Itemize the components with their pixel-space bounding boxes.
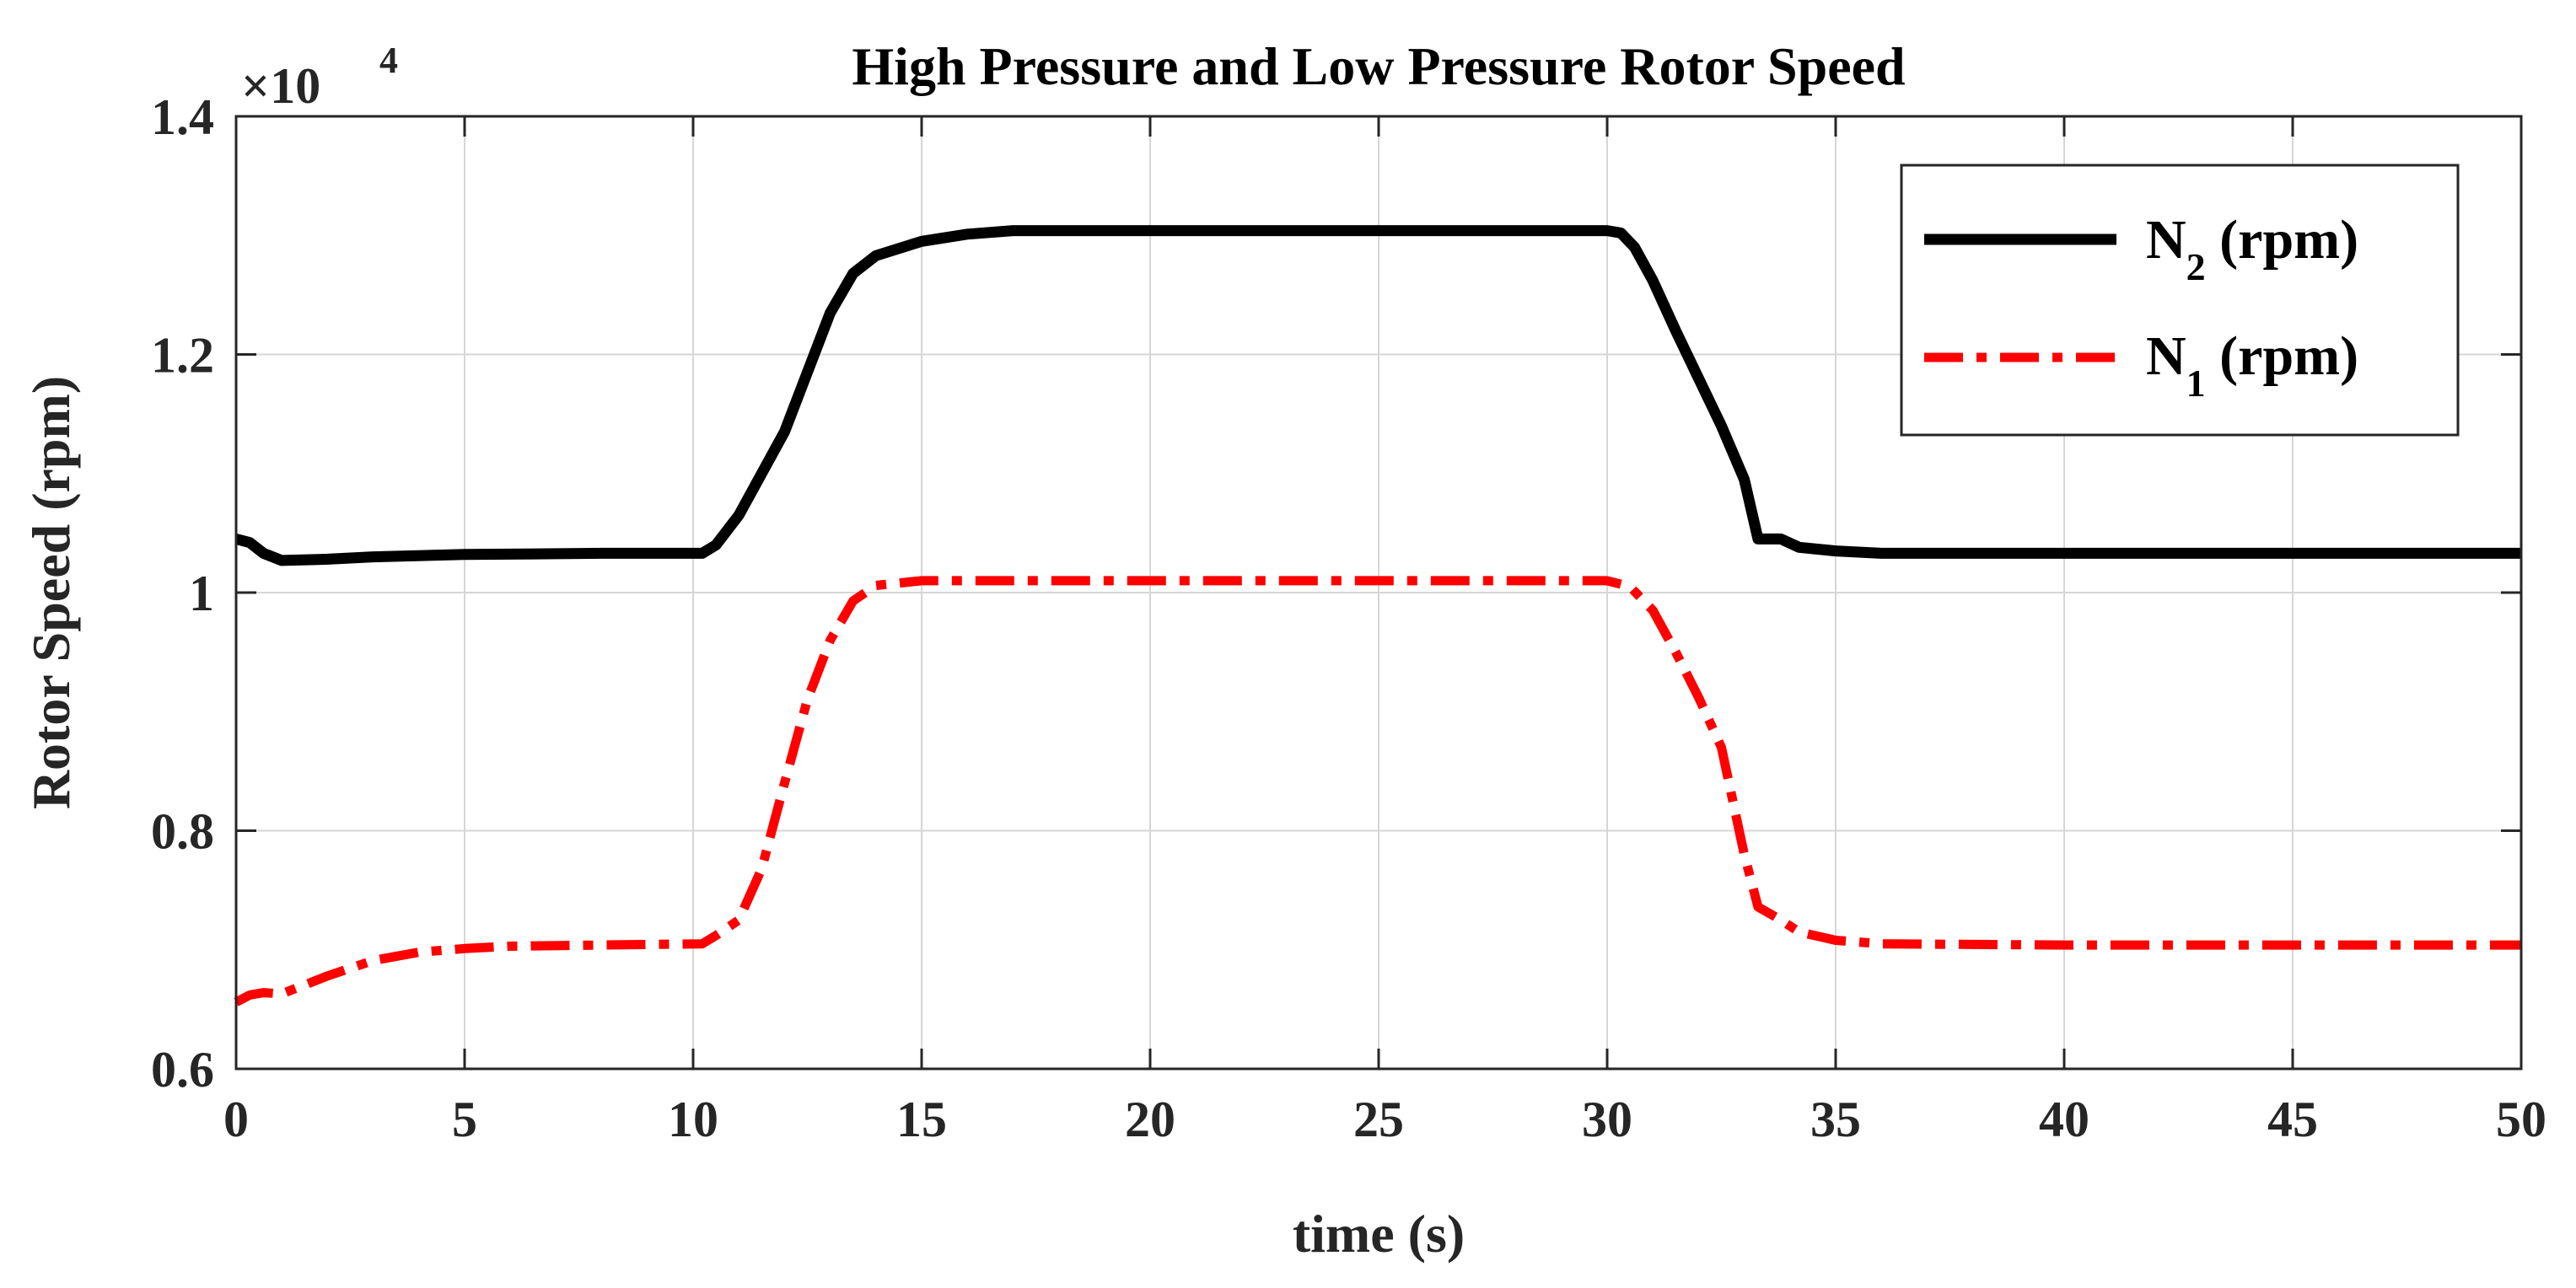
y-multiplier-exponent: 4 bbox=[379, 40, 398, 81]
x-tick-label: 45 bbox=[2267, 1092, 2318, 1147]
x-tick-label: 40 bbox=[2039, 1092, 2089, 1147]
y-tick-label: 1.2 bbox=[151, 328, 214, 384]
y-axis-label: Rotor Speed (rpm) bbox=[21, 376, 81, 809]
legend-n1-sub: 1 bbox=[2186, 362, 2206, 405]
legend-n2-suffix: (rpm) bbox=[2206, 209, 2358, 271]
legend-label-n2: N2 (rpm) bbox=[2146, 209, 2358, 288]
tick-marks bbox=[234, 115, 2523, 1071]
legend-n1-suffix: (rpm) bbox=[2206, 325, 2358, 387]
y-tick-label: 1 bbox=[189, 566, 214, 621]
legend-label-n1: N1 (rpm) bbox=[2146, 325, 2358, 405]
y-tick-label: 0.6 bbox=[151, 1042, 214, 1097]
x-tick-label: 0 bbox=[223, 1092, 249, 1147]
legend-n1-main: N bbox=[2146, 325, 2186, 387]
legend: N2 (rpm) N1 (rpm) bbox=[1900, 164, 2460, 437]
legend-n2-sub: 2 bbox=[2186, 245, 2206, 288]
x-tick-label: 15 bbox=[896, 1092, 947, 1147]
y-tick-label: 0.8 bbox=[151, 804, 214, 860]
y-axis-multiplier: ×10 4 bbox=[241, 40, 398, 114]
x-axis-label: time (s) bbox=[1293, 1204, 1465, 1264]
x-tick-labels: 0 5 10 15 20 25 30 35 40 45 50 bbox=[223, 1092, 2546, 1147]
x-tick-label: 50 bbox=[2496, 1092, 2546, 1147]
legend-n2-main: N bbox=[2146, 209, 2186, 271]
x-tick-label: 25 bbox=[1353, 1092, 1404, 1147]
x-tick-label: 5 bbox=[452, 1092, 477, 1147]
chart-title: High Pressure and Low Pressure Rotor Spe… bbox=[852, 36, 1905, 96]
x-tick-label: 30 bbox=[1582, 1092, 1632, 1147]
y-tick-label: 1.4 bbox=[151, 89, 214, 145]
x-tick-label: 20 bbox=[1125, 1092, 1175, 1147]
x-tick-label: 35 bbox=[1810, 1092, 1861, 1147]
y-tick-labels: 0.6 0.8 1 1.2 1.4 bbox=[151, 89, 214, 1097]
x-tick-label: 10 bbox=[668, 1092, 718, 1147]
series-lines bbox=[234, 225, 2521, 1006]
legend-box bbox=[1900, 164, 2460, 437]
series-line-n2 bbox=[234, 225, 2521, 566]
y-multiplier-base: ×10 bbox=[241, 58, 320, 114]
